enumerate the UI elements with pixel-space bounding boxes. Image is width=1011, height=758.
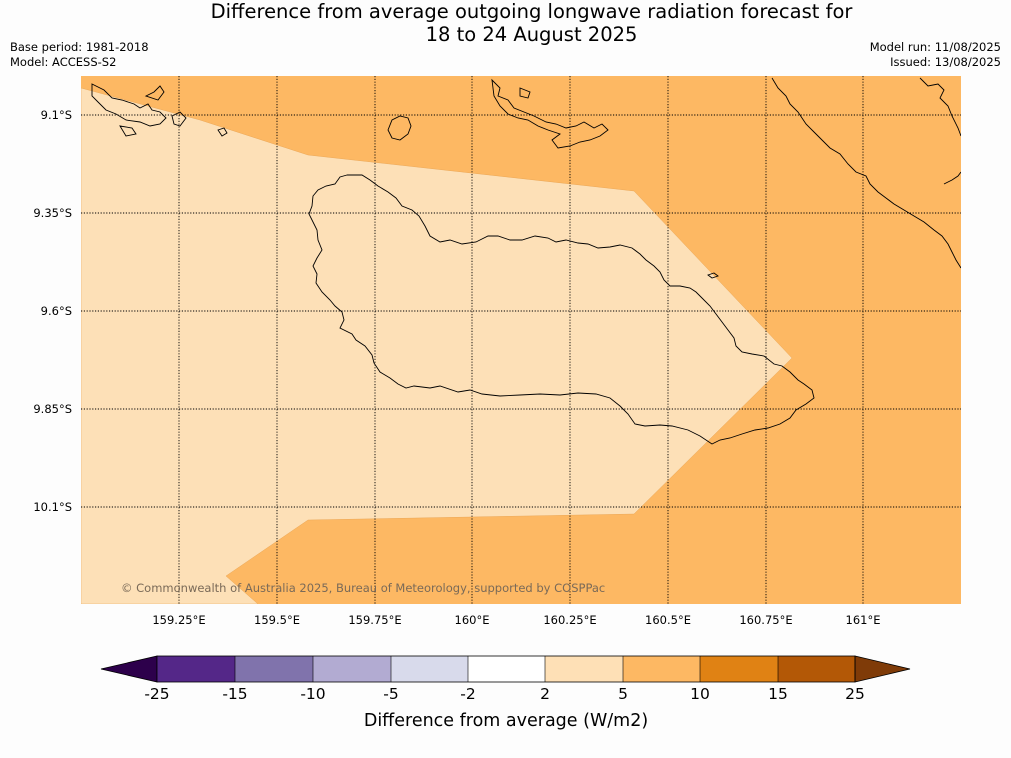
graticule (81, 76, 961, 604)
lat-label: 9.85°S (33, 402, 72, 416)
longitude-labels: 159.25°E 159.5°E 159.75°E 160°E 160.25°E… (152, 613, 880, 627)
lon-label: 159.75°E (348, 613, 401, 627)
lat-label: 9.35°S (33, 206, 72, 220)
colorbar-dividers (234, 656, 779, 682)
islet-coastline (707, 272, 719, 279)
colorbar-title: Difference from average (W/m2) (364, 711, 648, 731)
colorbar-segment (778, 656, 855, 682)
lon-label: 159.5°E (254, 613, 300, 627)
colorbar-tick: 10 (690, 685, 710, 703)
copyright-notice: © Commonwealth of Australia 2025, Bureau… (121, 581, 605, 595)
colorbar-tick-labels: -25 -15 -10 -5 -2 2 5 10 15 25 (144, 685, 865, 703)
model-label: Model: ACCESS-S2 (10, 55, 117, 69)
colorbar-tick: -2 (460, 685, 475, 703)
colorbar-outline (156, 655, 856, 683)
issued-label: Issued: 13/08/2025 (890, 55, 1001, 69)
nggela-island-coastline (387, 115, 412, 141)
colorbar-extend-max (854, 655, 911, 683)
lon-label: 159.25°E (152, 613, 205, 627)
malaita-coastline-3 (943, 171, 961, 185)
colorbar-tick: -5 (383, 685, 398, 703)
colorbar-tick: 15 (768, 685, 788, 703)
model-run-label: Model run: 11/08/2025 (869, 40, 1001, 54)
colorbar-tick: -25 (144, 685, 169, 703)
colorbar-segment (545, 656, 623, 682)
florida-islands-coastline (491, 78, 609, 149)
title-line-2: 18 to 24 August 2025 (425, 23, 638, 46)
florida-islands-coastline-2 (519, 87, 531, 99)
lat-label: 10.1°S (33, 500, 72, 514)
colorbar-extend-min (100, 655, 158, 683)
colorbar-segment (391, 656, 468, 682)
guadalcanal-coastline (308, 174, 815, 445)
colorbar-tick: 2 (540, 685, 550, 703)
lon-label: 160°E (455, 613, 490, 627)
coastlines (91, 77, 961, 445)
russell-islands-coastline-2 (119, 125, 137, 137)
lat-label: 9.6°S (41, 304, 72, 318)
lon-label: 160.75°E (739, 613, 792, 627)
shading-2-to-5 (81, 87, 793, 604)
russell-islands-coastline-3 (144, 85, 165, 101)
colorbar-tick: -15 (222, 685, 247, 703)
base-period-label: Base period: 1981-2018 (10, 40, 149, 54)
meta-left: Base period: 1981-2018 Model: ACCESS-S2 (10, 40, 149, 70)
colorbar-segment (313, 656, 391, 682)
lat-label: 9.1°S (41, 108, 72, 122)
colorbar-tick: 25 (845, 685, 865, 703)
malaita-coastline (771, 77, 961, 269)
lon-label: 161°E (846, 613, 881, 627)
lon-label: 160.25°E (543, 613, 596, 627)
chart-title: Difference from average outgoing longwav… (0, 0, 1011, 46)
meta-right: Model run: 11/08/2025 Issued: 13/08/2025 (870, 40, 1001, 70)
colorbar-segment (700, 656, 778, 682)
colorbar-tick: 5 (618, 685, 628, 703)
colorbar: -25 -15 -10 -5 -2 2 5 10 15 25 Differenc… (100, 655, 911, 731)
colorbar-segment (468, 656, 545, 682)
colorbar-segment (157, 656, 235, 682)
map-panel: © Commonwealth of Australia 2025, Bureau… (81, 76, 961, 604)
russell-islands-coastline (91, 83, 167, 127)
lon-label: 160.5°E (645, 613, 691, 627)
colorbar-segment (623, 656, 700, 682)
savo-island-coastline (217, 127, 228, 137)
colorbar-tick: -10 (300, 685, 325, 703)
title-line-1: Difference from average outgoing longwav… (210, 0, 853, 23)
latitude-labels: 9.1°S 9.35°S 9.6°S 9.85°S 10.1°S (33, 108, 72, 514)
malaita-coastline-2 (919, 77, 961, 137)
colorbar-segment (235, 656, 313, 682)
